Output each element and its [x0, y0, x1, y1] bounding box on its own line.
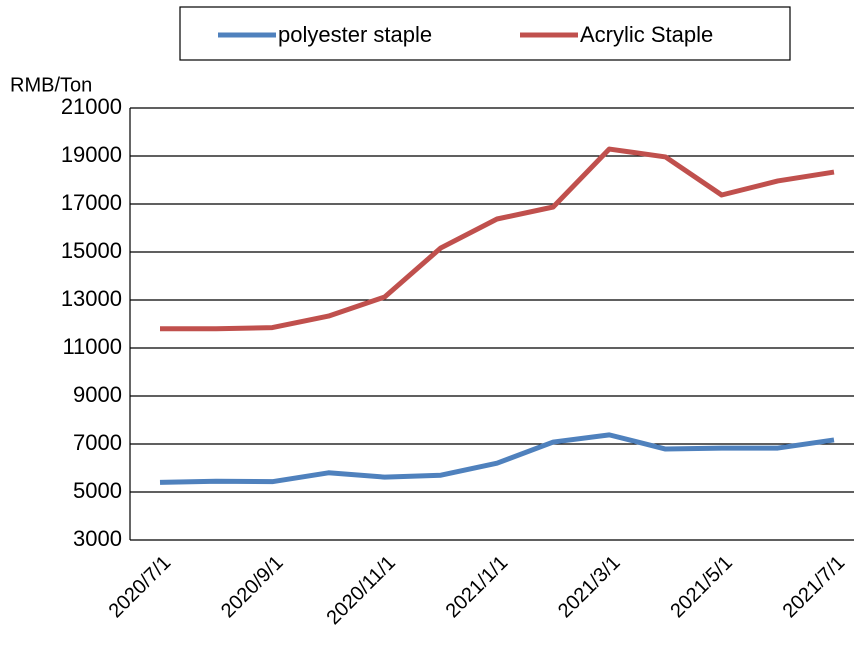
- legend-label: polyester staple: [278, 22, 432, 47]
- x-tick-label: 2021/1/1: [442, 552, 513, 623]
- y-tick-label: 5000: [73, 478, 122, 503]
- y-tick-label: 13000: [61, 286, 122, 311]
- y-tick-label: 21000: [61, 94, 122, 119]
- y-tick-label: 9000: [73, 382, 122, 407]
- x-tick-label: 2021/5/1: [666, 552, 737, 623]
- y-tick-label: 7000: [73, 430, 122, 455]
- y-tick-label: 11000: [62, 334, 122, 359]
- x-tick-label: 2020/11/1: [323, 552, 400, 629]
- x-tick-label: 2020/7/1: [105, 552, 176, 623]
- x-tick-label: 2020/9/1: [217, 552, 288, 623]
- x-tick-label: 2021/3/1: [554, 552, 625, 623]
- line-series: [160, 146, 835, 332]
- y-axis-label: RMB/Ton: [10, 74, 92, 96]
- x-tick-label: 2021/7/1: [779, 552, 850, 623]
- y-tick-label: 15000: [61, 238, 122, 263]
- y-tick-label: 3000: [73, 526, 122, 551]
- y-tick-label: 19000: [61, 142, 122, 167]
- legend-box: [179, 6, 791, 61]
- y-tick-label: 17000: [61, 190, 122, 215]
- legend-label: Acrylic Staple: [580, 22, 713, 47]
- line-series: [159, 432, 835, 485]
